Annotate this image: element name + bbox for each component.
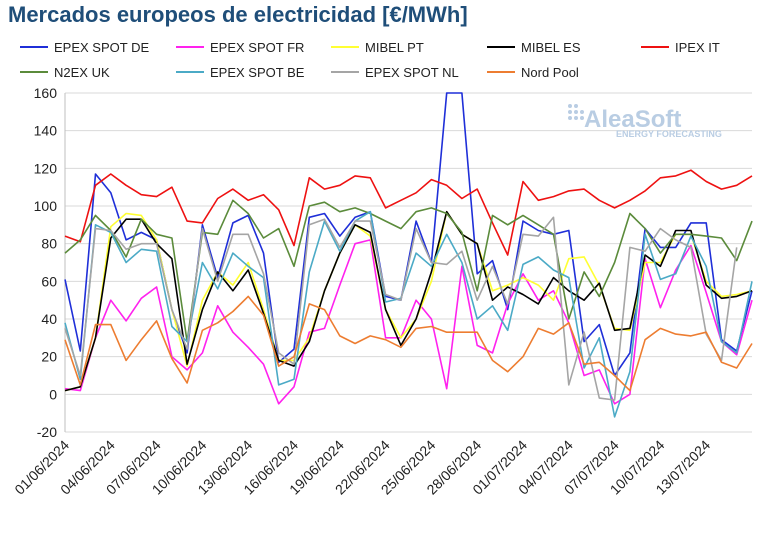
series-line xyxy=(64,210,753,418)
y-tick-labels: -20 0 20 40 60 80 100 120 140 160 xyxy=(34,85,58,440)
logo-dot xyxy=(568,110,572,114)
legend-label: EPEX SPOT DE xyxy=(54,40,149,55)
y-tick-label: 140 xyxy=(34,123,58,139)
logo-dot xyxy=(568,104,572,108)
grid-lines xyxy=(64,92,752,433)
legend-label: EPEX SPOT FR xyxy=(210,40,304,55)
logo-dot xyxy=(574,104,578,108)
y-tick-label: 160 xyxy=(34,85,58,101)
y-tick-label: 40 xyxy=(41,311,57,327)
series-line xyxy=(64,295,753,392)
logo-dot xyxy=(574,110,578,114)
series-line xyxy=(64,169,753,256)
legend-label: IPEX IT xyxy=(675,40,720,55)
series-line xyxy=(64,216,738,401)
logo-tagline: ENERGY FORECASTING xyxy=(616,129,722,139)
legend-label: EPEX SPOT NL xyxy=(365,65,459,80)
legend-label: EPEX SPOT BE xyxy=(210,65,305,80)
series-line xyxy=(64,210,753,392)
x-tick-labels: 01/06/202404/06/202407/06/202410/06/2024… xyxy=(11,437,713,498)
y-tick-label: 100 xyxy=(34,198,58,214)
legend-label: N2EX UK xyxy=(54,65,110,80)
legend-label: MIBEL PT xyxy=(365,40,424,55)
logo-name: AleaSoft xyxy=(584,106,681,133)
legend: EPEX SPOT DE EPEX SPOT FR MIBEL PT MIBEL ES… xyxy=(20,40,720,80)
y-tick-label: 20 xyxy=(41,349,57,365)
y-tick-label: 120 xyxy=(34,160,58,176)
legend-label: Nord Pool xyxy=(521,65,579,80)
y-tick-label: 80 xyxy=(41,236,57,252)
series-line xyxy=(64,199,753,343)
logo-dot xyxy=(580,116,584,120)
chart-title: Mercados europeos de electricidad [€/MWh… xyxy=(8,2,468,27)
logo-dots-icon xyxy=(568,104,584,120)
y-tick-label: -20 xyxy=(37,424,57,440)
series-line xyxy=(64,210,753,392)
y-tick-label: 0 xyxy=(49,386,57,402)
series-line xyxy=(64,239,753,405)
y-tick-label: 60 xyxy=(41,273,57,289)
legend-label: MIBEL ES xyxy=(521,40,581,55)
logo-dot xyxy=(568,116,572,120)
logo-dot xyxy=(574,116,578,120)
logo-dot xyxy=(580,110,584,114)
aleasoft-logo: AleaSoft ENERGY FORECASTING xyxy=(568,104,722,139)
series-lines xyxy=(64,92,753,418)
